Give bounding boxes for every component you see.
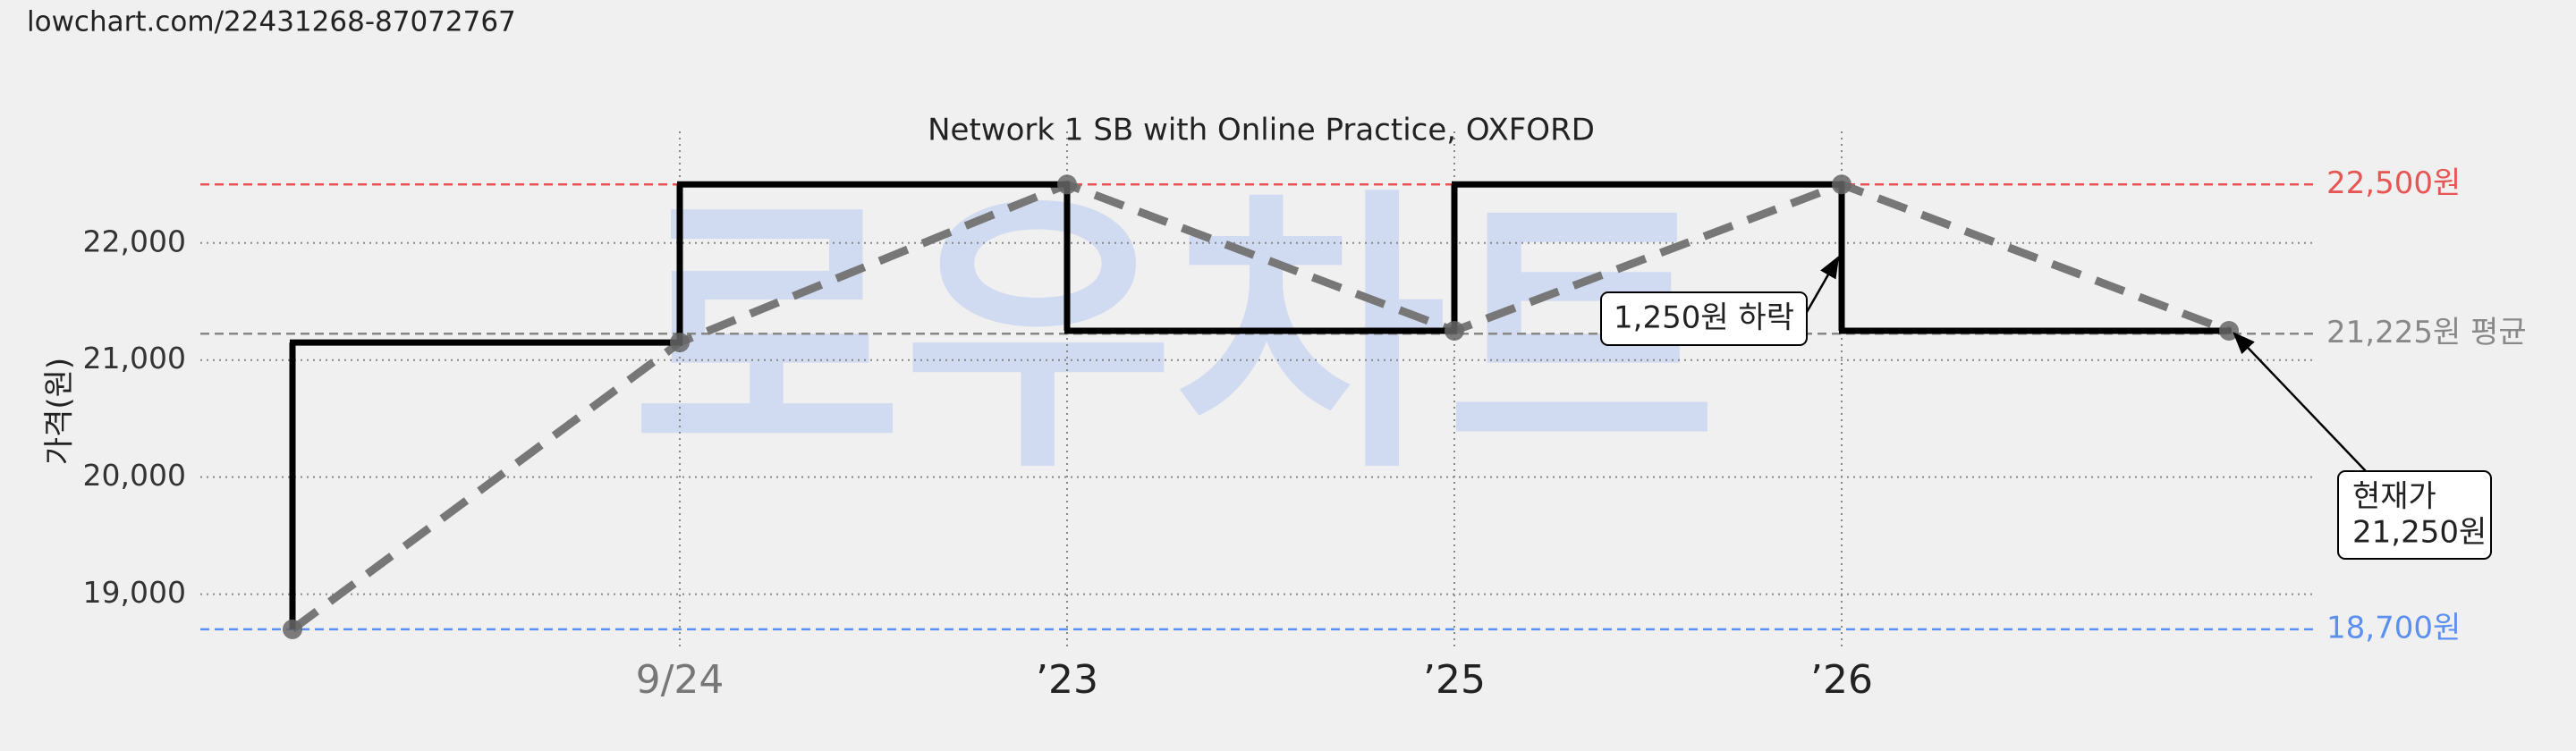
point bbox=[283, 619, 302, 639]
x-tick-label: ’23 bbox=[1036, 657, 1098, 703]
annotation-text: 1,250원 하락 bbox=[1614, 300, 1794, 336]
annotation-arrow bbox=[2233, 332, 2367, 472]
annotation-arrow bbox=[1805, 255, 1840, 313]
point bbox=[1445, 320, 1464, 341]
trend-line bbox=[290, 180, 2231, 633]
annotation-box bbox=[2337, 470, 2492, 560]
page-url: lowchart.com/22431268-87072767 bbox=[27, 6, 516, 38]
point bbox=[670, 333, 690, 353]
reference-label: 18,700원 bbox=[2326, 610, 2461, 646]
annotation-text: 현재가 bbox=[2352, 479, 2436, 515]
x-tick-label: 9/24 bbox=[636, 657, 724, 703]
reference-label: 21,225원 평균 bbox=[2326, 315, 2527, 350]
watermark: 로우차트 bbox=[631, 165, 1717, 508]
x-tick-label: ’26 bbox=[1810, 657, 1873, 703]
y-tick-label: 22,000 bbox=[83, 224, 186, 258]
reference-label: 22,500원 bbox=[2326, 165, 2461, 201]
y-tick-label: 21,000 bbox=[83, 341, 186, 376]
annotation-text: 21,250원 bbox=[2352, 515, 2487, 551]
point bbox=[1057, 174, 1077, 195]
y-tick-label: 20,000 bbox=[83, 458, 186, 493]
chart-title: Network 1 SB with Online Practice, OXFOR… bbox=[928, 113, 1595, 148]
point bbox=[2219, 320, 2239, 341]
y-axis-label: 가격(원) bbox=[42, 358, 78, 465]
y-tick-label: 19,000 bbox=[83, 575, 186, 610]
annotation-box bbox=[1600, 291, 1808, 346]
point bbox=[1832, 174, 1852, 195]
x-tick-label: ’25 bbox=[1423, 657, 1486, 703]
